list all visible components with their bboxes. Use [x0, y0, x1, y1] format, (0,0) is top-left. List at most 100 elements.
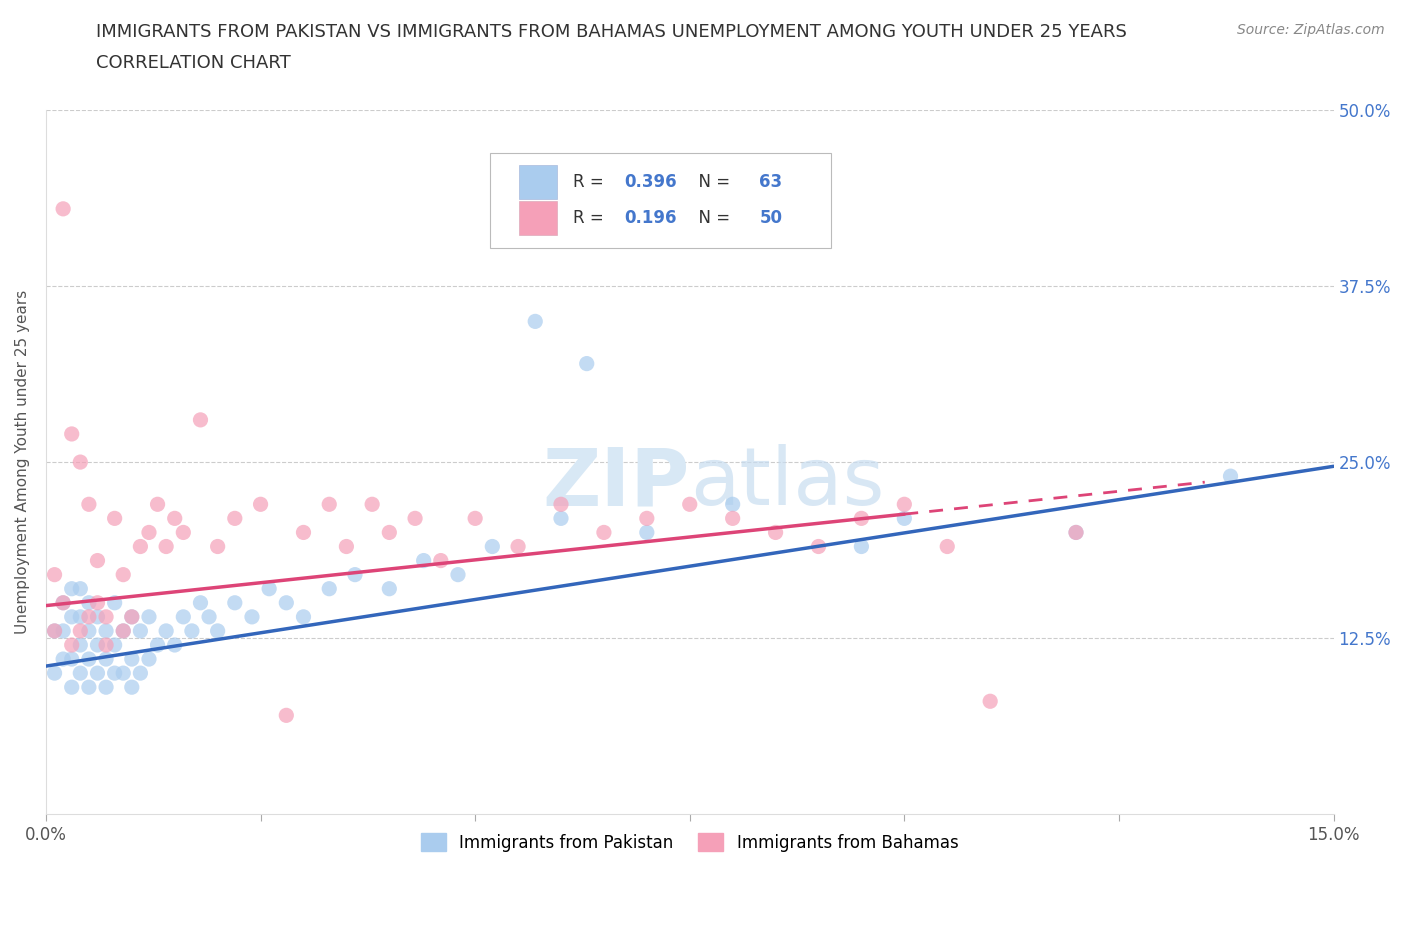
Point	[679, 497, 702, 512]
Point	[69, 455, 91, 470]
Point	[292, 609, 315, 624]
Point	[129, 666, 152, 681]
Point	[112, 567, 135, 582]
Point	[77, 623, 100, 638]
Point	[506, 539, 529, 554]
Point	[77, 497, 100, 512]
Point	[69, 638, 91, 653]
Point	[60, 638, 83, 653]
Point	[121, 609, 143, 624]
Text: R =: R =	[572, 209, 609, 227]
Text: 63: 63	[759, 173, 782, 192]
Text: ZIP: ZIP	[543, 445, 690, 522]
Point	[207, 539, 229, 554]
Text: N =: N =	[689, 173, 735, 192]
Point	[155, 539, 177, 554]
Point	[69, 666, 91, 681]
Point	[335, 539, 357, 554]
Point	[721, 511, 744, 525]
Point	[60, 427, 83, 442]
FancyBboxPatch shape	[491, 153, 831, 247]
Point	[1219, 469, 1241, 484]
Point	[104, 666, 127, 681]
Point	[318, 497, 340, 512]
Point	[112, 623, 135, 638]
Point	[104, 595, 127, 610]
Point	[318, 581, 340, 596]
Point	[60, 652, 83, 667]
Point	[52, 652, 75, 667]
Point	[172, 525, 194, 540]
Point	[481, 539, 503, 554]
Point	[412, 553, 434, 568]
Point	[447, 567, 470, 582]
Point	[138, 652, 160, 667]
Text: 50: 50	[759, 209, 782, 227]
Point	[129, 539, 152, 554]
Point	[94, 652, 117, 667]
Point	[190, 595, 212, 610]
Point	[593, 525, 616, 540]
Point	[94, 638, 117, 653]
Point	[198, 609, 221, 624]
Point	[52, 623, 75, 638]
Point	[163, 511, 186, 525]
Point	[94, 680, 117, 695]
Point	[104, 511, 127, 525]
Text: IMMIGRANTS FROM PAKISTAN VS IMMIGRANTS FROM BAHAMAS UNEMPLOYMENT AMONG YOUTH UND: IMMIGRANTS FROM PAKISTAN VS IMMIGRANTS F…	[96, 23, 1126, 41]
Point	[86, 666, 108, 681]
Point	[276, 708, 298, 723]
Point	[121, 680, 143, 695]
Point	[893, 511, 915, 525]
Point	[60, 609, 83, 624]
Point	[52, 595, 75, 610]
Point	[765, 525, 787, 540]
Text: CORRELATION CHART: CORRELATION CHART	[96, 54, 291, 72]
Point	[378, 525, 401, 540]
Point	[172, 609, 194, 624]
Point	[979, 694, 1001, 709]
Y-axis label: Unemployment Among Youth under 25 years: Unemployment Among Youth under 25 years	[15, 290, 30, 634]
Point	[190, 412, 212, 427]
Point	[636, 511, 658, 525]
Point	[44, 567, 66, 582]
Point	[112, 623, 135, 638]
Text: R =: R =	[572, 173, 609, 192]
Point	[207, 623, 229, 638]
Point	[77, 652, 100, 667]
Point	[69, 623, 91, 638]
Point	[851, 539, 873, 554]
Point	[257, 581, 280, 596]
Point	[550, 511, 572, 525]
Point	[224, 511, 246, 525]
Point	[69, 609, 91, 624]
Text: 0.396: 0.396	[624, 173, 676, 192]
Point	[60, 680, 83, 695]
Point	[94, 609, 117, 624]
Point	[163, 638, 186, 653]
Point	[44, 623, 66, 638]
Point	[52, 595, 75, 610]
Point	[550, 497, 572, 512]
Point	[936, 539, 959, 554]
Point	[86, 595, 108, 610]
Point	[524, 314, 547, 329]
Point	[146, 638, 169, 653]
Legend: Immigrants from Pakistan, Immigrants from Bahamas: Immigrants from Pakistan, Immigrants fro…	[415, 827, 966, 858]
Point	[575, 356, 598, 371]
Point	[1064, 525, 1087, 540]
Point	[276, 595, 298, 610]
Point	[721, 497, 744, 512]
FancyBboxPatch shape	[519, 201, 557, 234]
Point	[121, 609, 143, 624]
Point	[343, 567, 366, 582]
Point	[851, 511, 873, 525]
Point	[292, 525, 315, 540]
Point	[240, 609, 263, 624]
Point	[60, 581, 83, 596]
Text: atlas: atlas	[690, 445, 884, 522]
Point	[86, 638, 108, 653]
Point	[52, 202, 75, 217]
Point	[224, 595, 246, 610]
Point	[44, 623, 66, 638]
